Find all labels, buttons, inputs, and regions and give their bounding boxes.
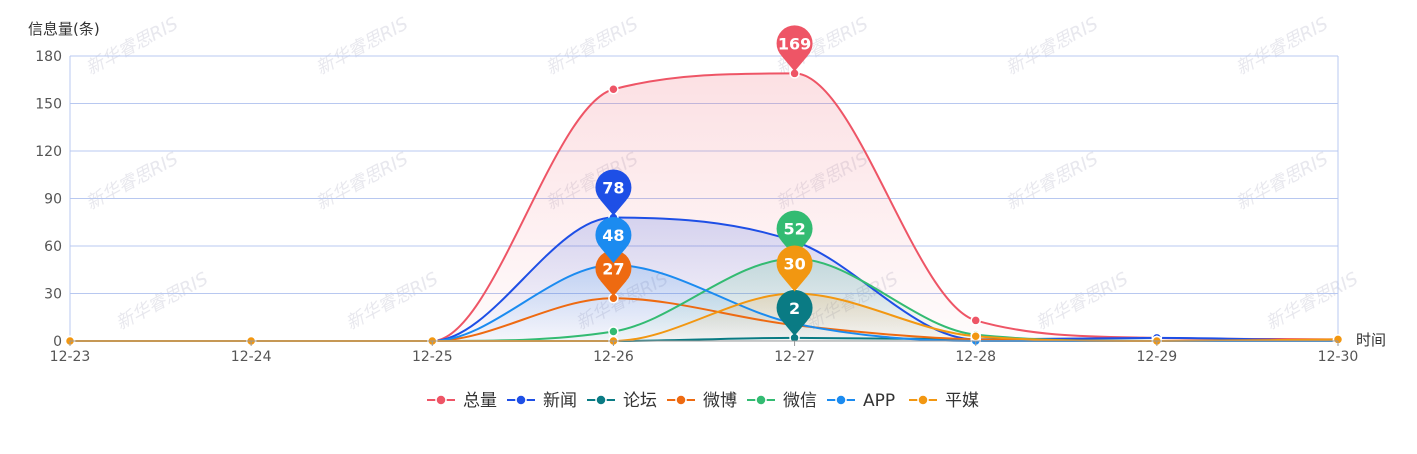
data-point [970,331,981,342]
legend-label: 论坛 [623,391,657,411]
series-area-总量 [70,73,1338,342]
watermark-text: 新华睿思RIS [1262,268,1361,334]
y-tick-label: 180 [35,49,62,65]
data-point [970,315,981,326]
x-tick-label: 12-27 [774,349,815,365]
watermark-text: 新华睿思RIS [342,268,441,334]
legend[interactable]: 总量 新闻 论坛 微博 微信 APP 平媒 [427,391,979,411]
legend-label: 平媒 [945,391,979,411]
legend-item-平媒[interactable]: 平媒 [909,391,979,411]
peak-markers: 169 78 2 27 52 48 30 [595,25,813,336]
peak-marker: 52 [776,210,813,257]
peak-marker: 2 [776,289,813,336]
peak-value-label: 30 [783,255,805,274]
peak-marker-head [776,245,813,282]
watermark-text: 新华睿思RIS [1232,13,1331,79]
data-point [608,84,619,95]
legend-swatch-dot [435,394,447,406]
axes: 0 30 60 90 120 150 180 12-23 12-24 12-25 12-26 12-2… [28,20,1386,365]
legend-item-APP[interactable]: APP [827,391,895,411]
peak-marker-head [595,169,632,206]
watermark-text: 新华睿思RIS [1232,148,1331,214]
peak-marker: 169 [776,25,813,72]
legend-item-总量[interactable]: 总量 [427,391,497,411]
x-tick-label: 12-29 [1137,349,1178,365]
peak-marker-head [595,217,632,253]
x-tick-label: 12-30 [1318,349,1359,365]
series-area-新闻 [70,217,1338,341]
peak-value-label: 2 [789,299,800,318]
legend-swatch-dot [835,394,847,406]
watermark-text: 新华睿思RIS [1032,268,1131,334]
legend-label: 微博 [703,391,737,411]
legend-item-微信[interactable]: 微信 [747,391,817,411]
x-tick-label: 12-24 [231,349,272,365]
watermark-text: 新华睿思RIS [312,148,411,214]
legend-item-论坛[interactable]: 论坛 [587,391,657,411]
peak-marker: 27 [595,250,632,297]
x-tick-label: 12-28 [955,349,996,365]
y-tick-label: 30 [44,287,62,303]
y-tick-label: 60 [44,239,62,255]
y-axis-title: 信息量(条) [28,20,100,38]
x-axis-title: 时间 [1356,331,1386,349]
watermark-text: 新华睿思RIS [542,13,641,79]
watermark-text: 新华睿思RIS [1002,148,1101,214]
legend-swatch-dot [917,394,929,406]
x-tick-label: 12-26 [593,349,634,365]
peak-value-label: 48 [602,226,624,245]
area-fills [70,73,1338,342]
legend-item-微博[interactable]: 微博 [667,391,737,411]
watermark-text: 新华睿思RIS [312,13,411,79]
y-tick-label: 150 [35,97,62,113]
legend-item-新闻[interactable]: 新闻 [507,391,577,411]
legend-swatch-dot [515,394,527,406]
legend-label: APP [863,391,895,411]
legend-label: 新闻 [543,391,577,411]
peak-value-label: 169 [778,34,811,53]
x-tick-label: 12-23 [50,349,91,365]
legend-swatch-dot [755,394,767,406]
x-tick-label: 12-25 [412,349,453,365]
peak-value-label: 78 [602,179,624,198]
peak-marker: 48 [595,217,632,263]
y-tick-label: 90 [44,192,62,208]
peak-value-label: 52 [783,220,805,239]
peak-marker: 78 [595,169,632,216]
watermark-text: 新华睿思RIS [112,268,211,334]
peak-marker-head [776,210,813,247]
legend-swatch-dot [675,394,687,406]
peak-value-label: 27 [602,259,624,278]
legend-swatch-dot [595,394,607,406]
series-area-APP [70,265,1338,341]
y-tick-label: 0 [53,334,62,350]
watermark-text: 新华睿思RIS [1002,13,1101,79]
legend-label: 微信 [783,391,817,411]
peak-marker-head [776,25,813,62]
peak-marker-head [595,250,632,287]
legend-label: 总量 [463,391,497,411]
peak-marker-head [776,289,813,326]
peak-marker: 30 [776,245,813,292]
y-tick-label: 120 [35,144,62,160]
watermark-text: 新华睿思RIS [82,148,181,214]
data-point [608,326,619,337]
